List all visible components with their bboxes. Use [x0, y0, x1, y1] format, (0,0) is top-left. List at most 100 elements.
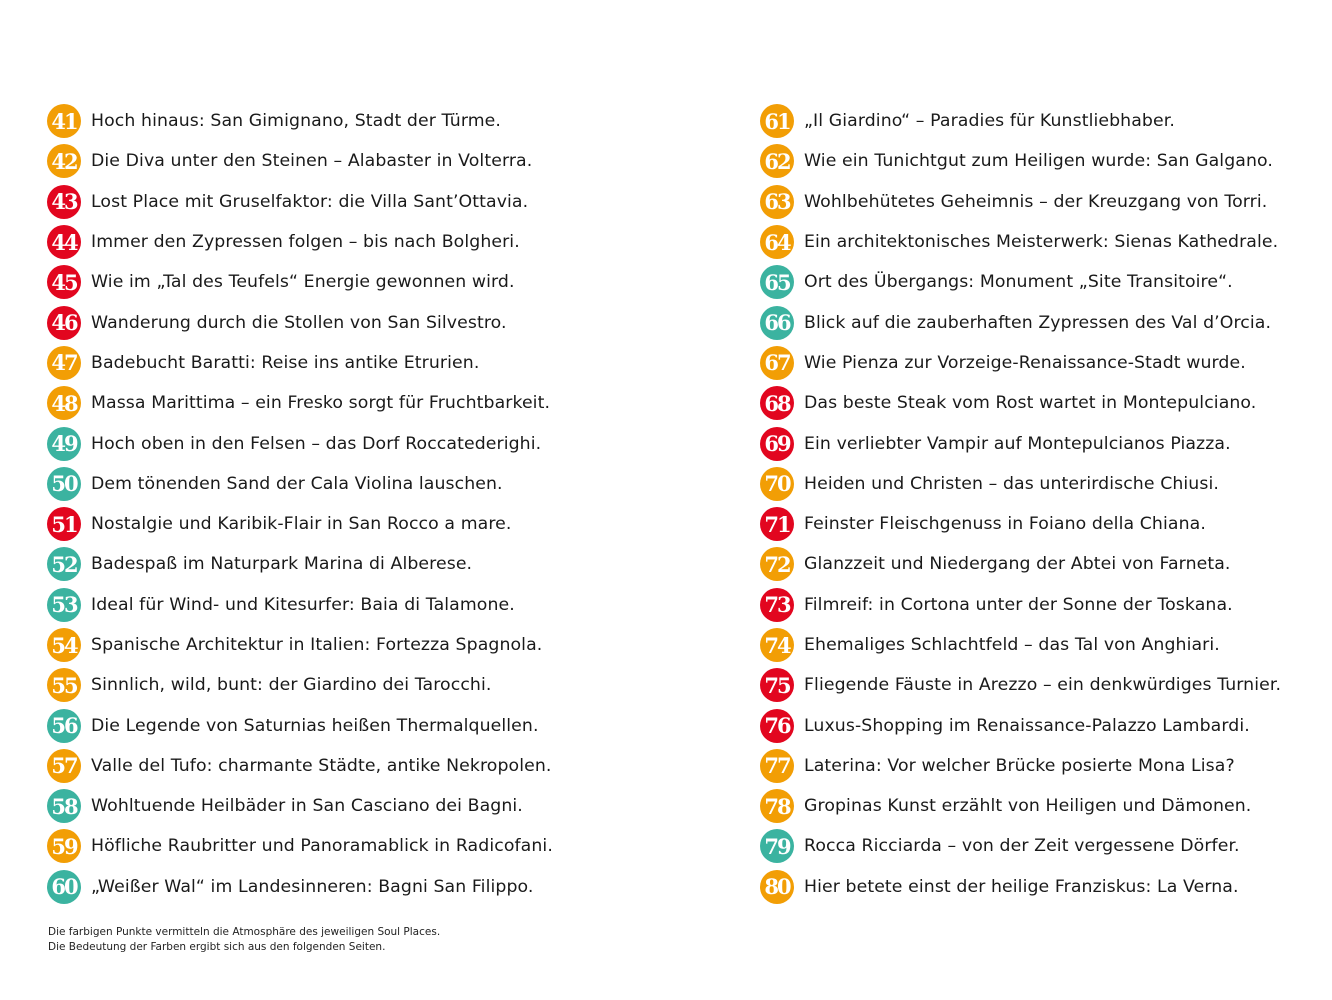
list-item: 52 Badespaß im Naturpark Marina di Albere… [47, 544, 553, 584]
number-badge: 41 [47, 104, 81, 139]
item-title: Gropinas Kunst erzählt von Heiligen und … [804, 796, 1252, 817]
item-title: Badebucht Baratti: Reise ins antike Etru… [91, 352, 480, 373]
number-badge: 42 [47, 144, 81, 179]
number-badge: 56 [47, 708, 81, 743]
number-badge: 69 [760, 426, 794, 461]
list-item: 51 Nostalgie und Karibik-Flair in San Roc… [47, 504, 553, 544]
footnote-line: Die farbigen Punkte vermitteln die Atmos… [48, 926, 441, 938]
number-badge: 67 [760, 345, 794, 380]
number-badge: 60 [47, 869, 81, 904]
item-title: Ein verliebter Vampir auf Montepulcianos… [804, 433, 1231, 454]
number-badge: 50 [47, 466, 81, 501]
list-item: 68 Das beste Steak vom Rost wartet in Mon… [760, 383, 1281, 423]
item-title: Feinster Fleischgenuss in Foiano della C… [804, 514, 1206, 535]
item-title: Filmreif: in Cortona unter der Sonne der… [804, 594, 1233, 615]
item-title: Ideal für Wind- und Kitesurfer: Baia di … [91, 594, 515, 615]
number-badge: 71 [760, 507, 794, 542]
number-badge: 75 [760, 668, 794, 703]
number-badge: 70 [760, 466, 794, 501]
list-item: 63 Wohlbehütetes Geheimnis – der Kreuzgan… [760, 182, 1281, 222]
number-badge: 43 [47, 184, 81, 219]
list-item: 45 Wie im „Tal des Teufels“ Energie gewon… [47, 262, 553, 302]
item-title: Die Legende von Saturnias heißen Thermal… [91, 715, 539, 736]
list-item: 44 Immer den Zypressen folgen – bis nach … [47, 222, 553, 262]
number-badge: 46 [47, 305, 81, 340]
number-badge: 48 [47, 386, 81, 421]
item-title: Lost Place mit Gruselfaktor: die Villa S… [91, 191, 529, 212]
item-title: „Il Giardino“ – Paradies für Kunstliebha… [804, 111, 1175, 132]
number-badge: 76 [760, 708, 794, 743]
number-badge: 57 [47, 748, 81, 783]
number-badge: 65 [760, 265, 794, 300]
list-item: 50 Dem tönenden Sand der Cala Violina lau… [47, 464, 553, 504]
number-badge: 79 [760, 829, 794, 864]
list-item: 49 Hoch oben in den Felsen – das Dorf Roc… [47, 423, 553, 463]
list-item: 41 Hoch hinaus: San Gimignano, Stadt der … [47, 101, 553, 141]
number-badge: 73 [760, 587, 794, 622]
list-item: 57 Valle del Tufo: charmante Städte, anti… [47, 746, 553, 786]
contents-column-right: 61 „Il Giardino“ – Paradies für Kunstlieb… [760, 101, 1281, 907]
item-title: Glanzzeit und Niedergang der Abtei von F… [804, 554, 1231, 575]
item-title: Ein architektonisches Meisterwerk: Siena… [804, 232, 1279, 253]
number-badge: 78 [760, 789, 794, 824]
item-title: Wohltuende Heilbäder in San Casciano dei… [91, 796, 523, 817]
list-item: 54 Spanische Architektur in Italien: Fort… [47, 625, 553, 665]
list-item: 80 Hier betete einst der heilige Franzisk… [760, 867, 1281, 907]
item-title: Ort des Übergangs: Monument „Site Transi… [804, 272, 1233, 293]
item-title: Die Diva unter den Steinen – Alabaster i… [91, 151, 533, 172]
number-badge: 44 [47, 225, 81, 260]
footnote: Die farbigen Punkte vermitteln die Atmos… [48, 925, 440, 955]
list-item: 55 Sinnlich, wild, bunt: der Giardino dei… [47, 665, 553, 705]
item-title: Wohlbehütetes Geheimnis – der Kreuzgang … [804, 191, 1268, 212]
number-badge: 52 [47, 547, 81, 582]
item-title: Nostalgie und Karibik-Flair in San Rocco… [91, 514, 512, 535]
list-item: 69 Ein verliebter Vampir auf Montepulcian… [760, 423, 1281, 463]
list-item: 46 Wanderung durch die Stollen von San Si… [47, 302, 553, 342]
list-item: 75 Fliegende Fäuste in Arezzo – ein denkw… [760, 665, 1281, 705]
item-title: Hier betete einst der heilige Franziskus… [804, 876, 1239, 897]
list-item: 42 Die Diva unter den Steinen – Alabaster… [47, 141, 553, 181]
number-badge: 59 [47, 829, 81, 864]
list-item: 67 Wie Pienza zur Vorzeige-Renaissance-St… [760, 343, 1281, 383]
number-badge: 68 [760, 386, 794, 421]
number-badge: 47 [47, 345, 81, 380]
list-item: 73 Filmreif: in Cortona unter der Sonne d… [760, 585, 1281, 625]
list-item: 60 „Weißer Wal“ im Landesinneren: Bagni S… [47, 867, 553, 907]
list-item: 79 Rocca Ricciarda – von der Zeit vergess… [760, 826, 1281, 866]
number-badge: 66 [760, 305, 794, 340]
list-item: 72 Glanzzeit und Niedergang der Abtei von… [760, 544, 1281, 584]
item-title: Höfliche Raubritter und Panoramablick in… [91, 836, 553, 857]
item-title: Hoch hinaus: San Gimignano, Stadt der Tü… [91, 111, 502, 132]
number-badge: 49 [47, 426, 81, 461]
item-title: Valle del Tufo: charmante Städte, antike… [91, 755, 552, 776]
item-title: Hoch oben in den Felsen – das Dorf Rocca… [91, 433, 542, 454]
list-item: 78 Gropinas Kunst erzählt von Heiligen un… [760, 786, 1281, 826]
item-title: Rocca Ricciarda – von der Zeit vergessen… [804, 836, 1240, 857]
number-badge: 63 [760, 184, 794, 219]
item-title: Massa Marittima – ein Fresko sorgt für F… [91, 393, 551, 414]
list-item: 47 Badebucht Baratti: Reise ins antike Et… [47, 343, 553, 383]
number-badge: 61 [760, 104, 794, 139]
list-item: 66 Blick auf die zauberhaften Zypressen d… [760, 302, 1281, 342]
number-badge: 74 [760, 628, 794, 662]
list-item: 77 Laterina: Vor welcher Brücke posierte … [760, 746, 1281, 786]
item-title: Heiden und Christen – das unterirdische … [804, 473, 1219, 494]
list-item: 71 Feinster Fleischgenuss in Foiano della… [760, 504, 1281, 544]
item-title: Das beste Steak vom Rost wartet in Monte… [804, 393, 1257, 414]
number-badge: 72 [760, 547, 794, 582]
number-badge: 51 [47, 507, 81, 542]
number-badge: 55 [47, 668, 81, 703]
item-title: Luxus-Shopping im Renaissance-Palazzo La… [804, 715, 1250, 736]
item-title: Wie Pienza zur Vorzeige-Renaissance-Stad… [804, 352, 1246, 373]
item-title: Wanderung durch die Stollen von San Silv… [91, 312, 507, 333]
list-item: 61 „Il Giardino“ – Paradies für Kunstlieb… [760, 101, 1281, 141]
list-item: 59 Höfliche Raubritter und Panoramablick … [47, 826, 553, 866]
number-badge: 54 [47, 628, 81, 662]
item-title: „Weißer Wal“ im Landesinneren: Bagni San… [91, 876, 534, 897]
item-title: Blick auf die zauberhaften Zypressen des… [804, 312, 1272, 333]
number-badge: 53 [47, 587, 81, 622]
number-badge: 45 [47, 265, 81, 300]
list-item: 64 Ein architektonisches Meisterwerk: Sie… [760, 222, 1281, 262]
item-title: Spanische Architektur in Italien: Fortez… [91, 635, 543, 655]
list-item: 74 Ehemaliges Schlachtfeld – das Tal von … [760, 625, 1281, 665]
